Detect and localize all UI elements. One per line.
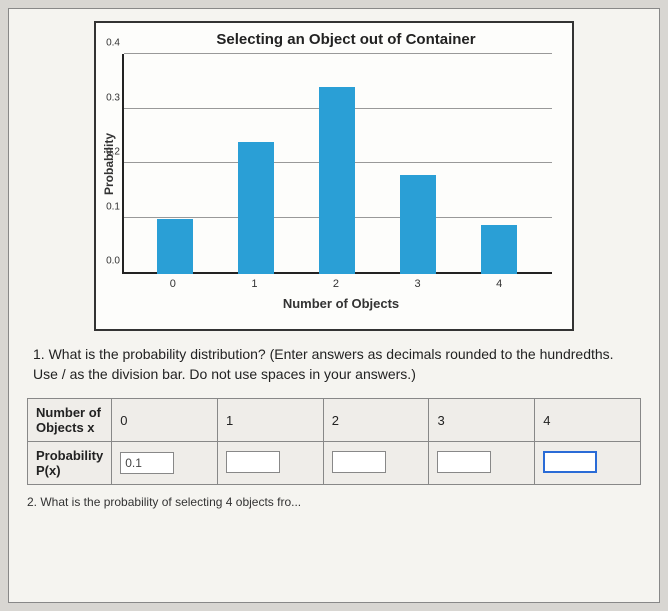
x-tick: 3 [400, 278, 436, 290]
x-axis-label: Number of Objects [100, 296, 552, 311]
answer-cell [323, 442, 429, 485]
answer-table: Number of Objects x 0 1 2 3 4 Probabilit… [27, 398, 641, 485]
bar-0 [157, 219, 193, 274]
answer-input-4[interactable] [543, 451, 597, 473]
col-header: 0 [120, 413, 127, 428]
chart-container: Selecting an Object out of Container Pro… [94, 21, 574, 331]
chart-title: Selecting an Object out of Container [100, 31, 552, 48]
col-header-cell: 2 [323, 399, 429, 442]
col-header: 1 [226, 413, 233, 428]
bar-2 [319, 87, 355, 274]
row-header-line2: P(x) [36, 463, 61, 478]
answer-input-3[interactable] [437, 451, 491, 473]
answer-cell [535, 442, 641, 485]
bar-1 [238, 142, 274, 274]
plot-wrap: Probability 0.0 0.1 0.2 0.3 0.4 [100, 54, 552, 274]
y-tick: 0.3 [96, 92, 120, 103]
answer-cell [217, 442, 323, 485]
question-body: What is the probability distribution? (E… [33, 346, 614, 382]
y-tick: 0.4 [96, 38, 120, 49]
row-header-line1: Probability [36, 448, 103, 463]
answer-cell: 0.1 [112, 442, 218, 485]
x-tick: 4 [481, 278, 517, 290]
plot-area: 0.0 0.1 0.2 0.3 0.4 [122, 54, 552, 274]
answer-input-2[interactable] [332, 451, 386, 473]
y-tick: 0.2 [96, 147, 120, 158]
y-axis-label: Probability [100, 133, 118, 195]
col-header: 3 [437, 413, 444, 428]
y-tick: 0.1 [96, 201, 120, 212]
cutoff-text: 2. What is the probability of selecting … [27, 495, 641, 509]
col-header: 2 [332, 413, 339, 428]
row-header-line2: Objects x [36, 420, 95, 435]
col-header-cell: 0 [112, 399, 218, 442]
answer-input-0[interactable]: 0.1 [120, 452, 174, 474]
row-header-prob: Probability P(x) [28, 442, 112, 485]
col-header-cell: 4 [535, 399, 641, 442]
col-header: 4 [543, 413, 550, 428]
row-header-objects: Number of Objects x [28, 399, 112, 442]
row-header-line1: Number of [36, 405, 101, 420]
answer-cell [429, 442, 535, 485]
bar-4 [481, 225, 517, 275]
col-header-cell: 1 [217, 399, 323, 442]
table-row: Probability P(x) 0.1 [28, 442, 641, 485]
col-header-cell: 3 [429, 399, 535, 442]
x-ticks-row: 0 1 2 3 4 [100, 274, 552, 290]
question-text: 1. What is the probability distribution?… [33, 345, 635, 384]
x-tick: 0 [155, 278, 191, 290]
bar-3 [400, 175, 436, 274]
y-tick: 0.0 [96, 256, 120, 267]
table-row: Number of Objects x 0 1 2 3 4 [28, 399, 641, 442]
bars-group [122, 54, 552, 274]
question-number: 1. [33, 346, 45, 362]
answer-input-1[interactable] [226, 451, 280, 473]
worksheet-sheet: Selecting an Object out of Container Pro… [8, 8, 660, 603]
x-tick: 1 [236, 278, 272, 290]
x-tick: 2 [318, 278, 354, 290]
